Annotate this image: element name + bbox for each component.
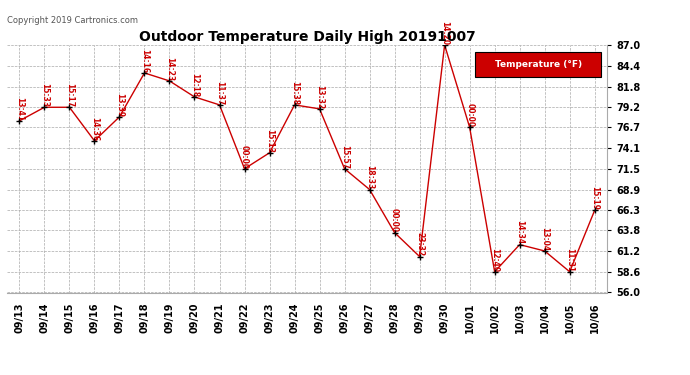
Text: 15:19: 15:19 bbox=[590, 186, 599, 210]
Text: 15:13: 15:13 bbox=[265, 129, 274, 153]
Text: 14:16: 14:16 bbox=[140, 49, 149, 73]
Text: 13:04: 13:04 bbox=[540, 227, 549, 251]
Text: 00:00: 00:00 bbox=[390, 209, 399, 232]
Text: 00:00: 00:00 bbox=[465, 103, 474, 127]
Text: 13:39: 13:39 bbox=[115, 93, 124, 117]
Text: 13:41: 13:41 bbox=[15, 97, 24, 121]
Text: 14:20: 14:20 bbox=[440, 21, 449, 45]
Text: 12:40: 12:40 bbox=[490, 248, 499, 272]
Text: 14:34: 14:34 bbox=[515, 220, 524, 245]
Text: 15:17: 15:17 bbox=[65, 83, 74, 107]
Text: Copyright 2019 Cartronics.com: Copyright 2019 Cartronics.com bbox=[7, 16, 138, 25]
Text: Temperature (°F): Temperature (°F) bbox=[495, 60, 582, 69]
Title: Outdoor Temperature Daily High 20191007: Outdoor Temperature Daily High 20191007 bbox=[139, 30, 475, 44]
FancyBboxPatch shape bbox=[475, 53, 601, 77]
Text: 11:31: 11:31 bbox=[565, 248, 574, 272]
Text: 23:32: 23:32 bbox=[415, 232, 424, 256]
Text: 15:33: 15:33 bbox=[40, 83, 49, 107]
Text: 13:32: 13:32 bbox=[315, 85, 324, 109]
Text: 11:37: 11:37 bbox=[215, 81, 224, 105]
Text: 15:57: 15:57 bbox=[340, 145, 349, 169]
Text: 14:36: 14:36 bbox=[90, 117, 99, 141]
Text: 12:18: 12:18 bbox=[190, 73, 199, 97]
Text: 18:33: 18:33 bbox=[365, 165, 374, 189]
Text: 15:38: 15:38 bbox=[290, 81, 299, 105]
Text: 14:23: 14:23 bbox=[165, 57, 174, 81]
Text: 00:00: 00:00 bbox=[240, 145, 249, 169]
